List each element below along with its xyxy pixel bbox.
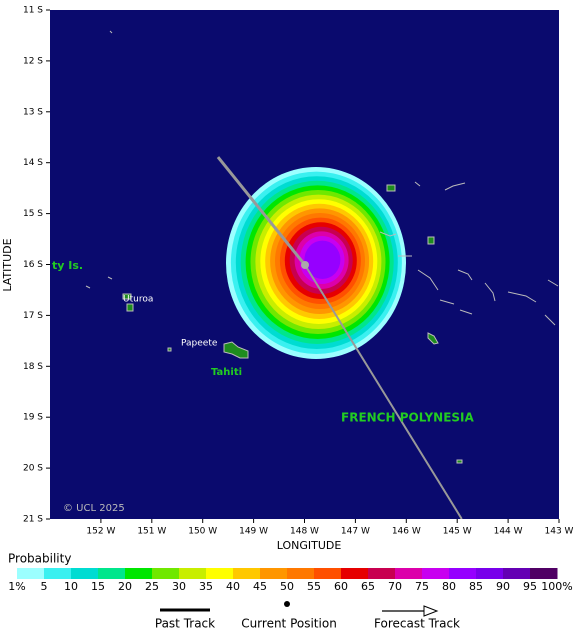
- y-tick-label: 21 S: [23, 515, 43, 525]
- y-tick-label: 11 S: [23, 6, 43, 16]
- color-label: 1%: [8, 580, 25, 593]
- color-label: 20: [118, 580, 132, 593]
- color-swatch: [530, 568, 558, 579]
- x-tick-label: 151 W: [137, 527, 166, 537]
- y-axis-title: LATITUDE: [1, 238, 14, 291]
- x-tick-label: 144 W: [494, 527, 523, 537]
- color-label: 95: [523, 580, 537, 593]
- color-label: 35: [199, 580, 213, 593]
- color-label: 80: [442, 580, 456, 593]
- y-tick-label: 17 S: [23, 311, 43, 321]
- past-track: [216, 156, 307, 266]
- x-tick-label: 150 W: [188, 527, 217, 537]
- y-tick-label: 14 S: [23, 158, 43, 168]
- y-tick-label: 19 S: [23, 413, 43, 423]
- color-label: 60: [334, 580, 348, 593]
- legend-title: Probability: [8, 552, 71, 566]
- islands: [122, 184, 463, 464]
- color-label: 55: [307, 580, 321, 593]
- y-tick-label: 16 S: [23, 260, 43, 270]
- color-swatch: [125, 568, 153, 579]
- x-axis-title: LONGITUDE: [277, 539, 342, 552]
- color-swatch: [503, 568, 531, 579]
- y-tick-label: 12 S: [23, 56, 43, 66]
- copyright: © UCL 2025: [63, 503, 125, 514]
- atolls: [85, 30, 559, 326]
- color-swatch: [341, 568, 369, 579]
- forecast-arrow-key: [423, 605, 439, 617]
- place-label: FRENCH POLYNESIA: [341, 411, 475, 425]
- place-label: Papeete: [181, 339, 218, 349]
- current-position: [301, 261, 310, 270]
- color-label: 25: [145, 580, 159, 593]
- color-swatch: [476, 568, 504, 579]
- color-label: 90: [496, 580, 510, 593]
- color-swatch: [287, 568, 315, 579]
- current-position-key: [284, 601, 290, 607]
- color-swatch: [422, 568, 450, 579]
- color-label: 70: [388, 580, 402, 593]
- x-tick-label: 147 W: [341, 527, 370, 537]
- color-label: 15: [91, 580, 105, 593]
- legend-label: Forecast Track: [374, 617, 460, 631]
- color-swatch: [449, 568, 477, 579]
- color-label: 75: [415, 580, 429, 593]
- color-swatch: [44, 568, 72, 579]
- color-label: 40: [226, 580, 240, 593]
- place-label: ty Is.: [52, 259, 83, 272]
- y-tick-label: 15 S: [23, 209, 43, 219]
- legend-label: Past Track: [155, 617, 215, 631]
- color-swatch: [314, 568, 342, 579]
- probability-band: [304, 240, 341, 279]
- x-tick-label: 145 W: [443, 527, 472, 537]
- color-swatch: [233, 568, 261, 579]
- color-swatch: [152, 568, 180, 579]
- color-label: 50: [280, 580, 294, 593]
- color-label: 100%: [541, 580, 572, 593]
- y-tick-label: 13 S: [23, 107, 43, 117]
- color-swatch: [368, 568, 396, 579]
- x-tick-label: 143 W: [545, 527, 574, 537]
- color-swatch: [17, 568, 45, 579]
- color-label: 85: [469, 580, 483, 593]
- color-swatch: [260, 568, 288, 579]
- x-tick-label: 149 W: [239, 527, 268, 537]
- color-swatch: [179, 568, 207, 579]
- x-tick-label: 146 W: [392, 527, 421, 537]
- color-swatch: [206, 568, 234, 579]
- x-tick-label: 152 W: [86, 527, 115, 537]
- color-swatch: [98, 568, 126, 579]
- color-swatch: [395, 568, 423, 579]
- place-label: Tahiti: [211, 367, 242, 378]
- y-tick-label: 20 S: [23, 464, 43, 474]
- color-label: 10: [64, 580, 78, 593]
- color-label: 65: [361, 580, 375, 593]
- color-label: 45: [253, 580, 267, 593]
- forecast-track: [304, 264, 463, 519]
- color-label: 30: [172, 580, 186, 593]
- x-tick-label: 148 W: [290, 527, 319, 537]
- legend-label: Current Position: [241, 617, 337, 631]
- place-label: Uturoa: [123, 295, 153, 305]
- probability-field: [226, 167, 406, 359]
- y-tick-label: 18 S: [23, 362, 43, 372]
- color-swatch: [71, 568, 99, 579]
- color-label: 5: [41, 580, 48, 593]
